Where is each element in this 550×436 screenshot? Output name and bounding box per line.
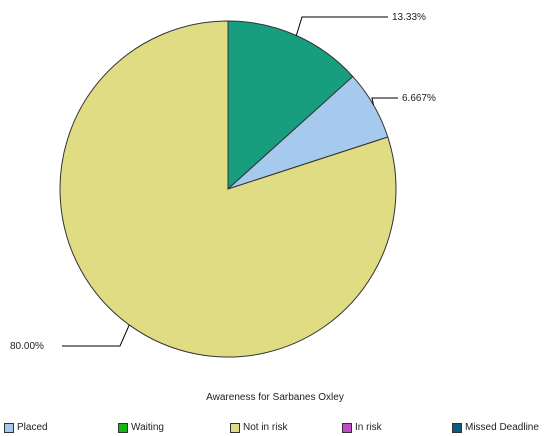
legend-swatch — [230, 422, 240, 433]
leader-line — [295, 16, 388, 36]
leader-line — [62, 324, 130, 347]
slice-labels: 13.33% 6.667% 80.00% — [10, 12, 436, 352]
pie-slice-not-in-risk — [59, 20, 397, 358]
slice-label: 6.667% — [402, 93, 436, 104]
legend-item: Waiting — [118, 422, 164, 433]
legend-label: Placed — [17, 422, 48, 433]
legend-label: Not in risk — [243, 422, 288, 433]
legend-swatch — [342, 422, 352, 433]
legend-swatch — [452, 422, 462, 433]
leader-lines — [62, 16, 398, 347]
legend-swatch — [4, 422, 14, 433]
legend-swatch — [118, 422, 128, 433]
legend-item: Missed Deadline — [452, 422, 539, 433]
pie-slices — [59, 20, 397, 358]
legend-label: Waiting — [131, 422, 164, 433]
legend-label: Missed Deadline — [465, 422, 539, 433]
legend-item: In risk — [342, 422, 382, 433]
slice-label: 80.00% — [10, 341, 44, 352]
pie-chart: 13.33% 6.667% 80.00% — [10, 12, 436, 358]
legend-item: Not in risk — [230, 422, 287, 433]
chart-title: Awareness for Sarbanes Oxley — [206, 392, 344, 403]
legend: Placed Waiting Not in risk In risk Missed De… — [0, 422, 550, 436]
legend-label: In risk — [355, 422, 382, 433]
slice-label: 13.33% — [392, 12, 426, 23]
legend-item: Placed — [4, 422, 48, 433]
leader-line — [371, 97, 398, 106]
